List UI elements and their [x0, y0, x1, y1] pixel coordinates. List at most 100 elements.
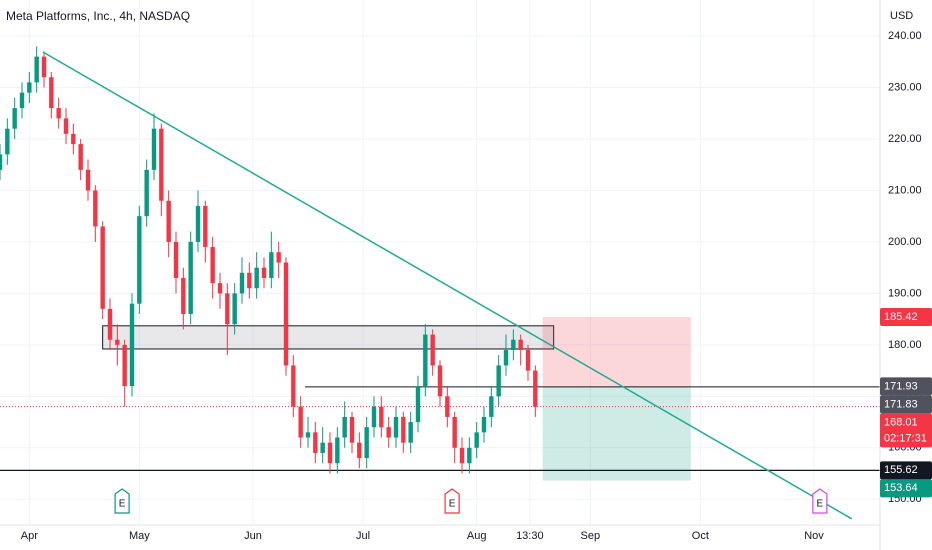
candle-body	[357, 442, 362, 459]
candle-body	[188, 241, 193, 314]
candle-body	[342, 416, 347, 438]
candle-body	[415, 386, 421, 423]
price-label: 171.93	[884, 380, 918, 392]
candle-body	[408, 422, 413, 443]
candle-body	[254, 267, 259, 289]
candle-body	[518, 339, 523, 350]
candle-body	[247, 272, 252, 289]
candle-body	[12, 108, 17, 129]
candle-body	[269, 252, 274, 278]
candle-body	[423, 334, 428, 387]
candle-body	[305, 432, 311, 438]
candle-body	[203, 205, 208, 248]
y-tick-label: 180.00	[888, 339, 922, 351]
candle-body	[122, 344, 127, 387]
candle-body	[364, 427, 369, 459]
candle-body	[335, 437, 340, 464]
candle-body	[100, 226, 105, 309]
earnings-label: E	[817, 499, 824, 510]
candle-body	[217, 283, 223, 294]
candle-body	[386, 427, 391, 438]
earnings-label: E	[119, 499, 126, 510]
candle-body	[56, 108, 61, 119]
price-label: 153.64	[884, 482, 918, 494]
stop-zone	[542, 316, 691, 387]
earnings-marker	[114, 488, 130, 514]
candle-body	[283, 262, 289, 366]
price-label: 155.62	[884, 464, 918, 476]
candle-body	[437, 365, 443, 397]
candle-body	[445, 396, 450, 417]
candle-body	[320, 442, 325, 453]
candle-body	[511, 339, 516, 350]
x-tick-label: Nov	[804, 530, 824, 542]
candle-body	[181, 277, 186, 314]
candle-body	[474, 432, 479, 448]
candle-body	[49, 77, 54, 109]
resistance-zone	[102, 325, 555, 350]
candle-body	[34, 56, 39, 83]
earnings-marker	[812, 488, 828, 514]
candle-body	[225, 293, 230, 325]
candle-body	[291, 365, 296, 407]
price-label: 171.83	[884, 398, 918, 410]
candle-body	[525, 350, 531, 371]
candle-body	[166, 200, 171, 242]
candle-body	[401, 416, 406, 443]
candle-body	[159, 128, 164, 201]
candle-body	[393, 416, 399, 438]
y-tick-label: 210.00	[888, 184, 922, 196]
candle-body	[27, 82, 32, 93]
price-label-box	[880, 307, 932, 326]
candle-body	[313, 432, 318, 453]
candle-body	[298, 406, 303, 438]
candle-body	[496, 365, 501, 397]
candle-body	[430, 334, 435, 366]
price-label: 168.01	[884, 416, 918, 428]
x-tick-label: Sep	[581, 530, 601, 542]
countdown: 02:17:31	[884, 432, 927, 444]
x-tick-label: Jul	[356, 530, 370, 542]
x-tick-label: 13:30	[516, 530, 544, 542]
x-tick-label: May	[129, 530, 150, 542]
candle-body	[144, 169, 149, 217]
earnings-label: E	[449, 499, 456, 510]
candle-body	[115, 339, 120, 345]
candle-body	[261, 267, 267, 278]
candle-body	[151, 128, 157, 170]
candle-body	[379, 406, 384, 428]
x-tick-label: Oct	[692, 530, 709, 542]
candle-body	[467, 447, 472, 464]
candle-body	[276, 252, 281, 263]
candle-body	[481, 416, 487, 433]
trendline	[42, 51, 853, 520]
y-tick-label: 240.00	[888, 30, 922, 42]
price-label-box	[880, 479, 932, 498]
candle-body	[41, 56, 47, 78]
candle-body	[452, 416, 457, 448]
candle-body	[71, 133, 76, 145]
candle-body	[107, 308, 113, 340]
price-label: 185.42	[884, 311, 918, 323]
price-label-box	[880, 377, 932, 396]
target-zone	[542, 386, 691, 481]
candle-body	[195, 205, 201, 242]
candle-body	[63, 118, 69, 134]
earnings-marker	[444, 488, 460, 514]
candle-body	[5, 128, 10, 155]
candle-body	[129, 303, 135, 387]
x-tick-label: Aug	[467, 530, 487, 542]
x-tick-label: Apr	[21, 530, 38, 542]
candle-body	[371, 406, 377, 428]
candle-body	[173, 241, 179, 278]
candle-body	[533, 370, 538, 407]
candle-body	[503, 350, 509, 366]
y-tick-label: 220.00	[888, 133, 922, 145]
currency: USD	[890, 10, 913, 22]
x-tick-label: Jun	[244, 530, 262, 542]
candle-body	[137, 216, 142, 304]
candle-body	[459, 447, 465, 464]
candle-body	[327, 442, 333, 464]
candle-body	[232, 293, 237, 325]
